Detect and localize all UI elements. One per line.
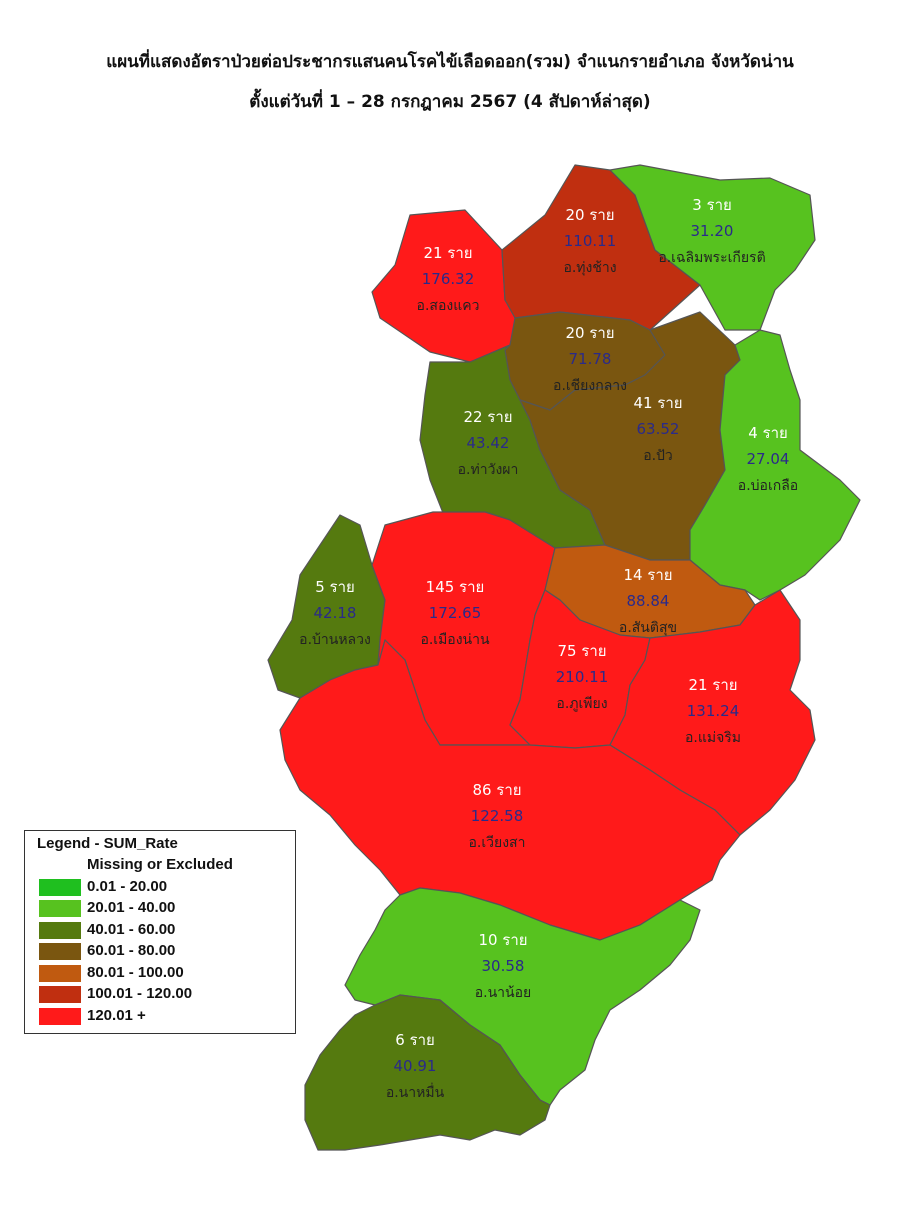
district-case-count: 41 ราย (633, 394, 682, 412)
district-case-count: 86 ราย (472, 781, 521, 799)
district-rate: 210.11 (556, 668, 609, 686)
district-name: อ.บ้านหลวง (299, 632, 371, 648)
district-rate: 172.65 (429, 604, 482, 622)
legend-label: 40.01 - 60.00 (87, 920, 176, 938)
legend-swatch (39, 878, 81, 896)
district-rate: 63.52 (637, 420, 680, 438)
legend-item-80-100: 80.01 - 100.00 (25, 963, 295, 985)
district-name: อ.นาหมื่น (386, 1083, 445, 1101)
district-rate: 40.91 (394, 1057, 437, 1075)
legend-swatch (39, 921, 81, 939)
district-case-count: 5 ราย (315, 578, 355, 596)
district-case-count: 145 ราย (426, 578, 485, 596)
district-na-muen[interactable] (304, 994, 551, 1151)
district-name: อ.เวียงสา (469, 835, 526, 851)
district-name: อ.เฉลิมพระเกียรติ (658, 250, 765, 266)
district-case-count: 21 ราย (688, 676, 737, 694)
legend-label: 100.01 - 120.00 (87, 985, 193, 1002)
district-bo-kluea[interactable] (689, 329, 861, 601)
district-rate: 88.84 (627, 592, 670, 610)
district-name: อ.เมืองน่าน (420, 632, 490, 648)
legend-swatch (39, 900, 81, 917)
district-case-count: 75 ราย (557, 642, 606, 660)
district-rate: 30.58 (482, 957, 525, 975)
district-case-count: 22 ราย (463, 408, 512, 426)
district-name: อ.ปัว (643, 448, 673, 464)
district-name: อ.สองแคว (417, 298, 480, 314)
legend-item-60-80: 60.01 - 80.00 (25, 941, 295, 963)
district-rate: 110.11 (564, 232, 617, 250)
legend-label: Missing or Excluded (87, 856, 233, 873)
legend-swatch (39, 857, 81, 874)
legend-label: 0.01 - 20.00 (87, 877, 168, 895)
district-rate: 71.78 (569, 350, 612, 368)
legend-title: Legend - SUM_Rate (37, 835, 178, 852)
district-rate: 43.42 (467, 434, 510, 452)
district-wiang-sa[interactable] (279, 639, 741, 941)
legend-item-100-120: 100.01 - 120.00 (25, 984, 295, 1006)
district-case-count: 4 ราย (748, 424, 788, 442)
map-title-line-2: ตั้งแต่วันที่ 1 – 28 กรกฎาคม 2567 (4 สัป… (249, 92, 651, 112)
legend-swatch (39, 1007, 81, 1025)
district-name: อ.นาน้อย (475, 985, 531, 1001)
district-case-count: 21 ราย (423, 244, 472, 262)
district-na-noi[interactable] (344, 887, 701, 1106)
district-rate: 122.58 (471, 807, 524, 825)
legend-swatch (39, 943, 81, 960)
district-case-count: 10 ราย (478, 931, 527, 949)
district-name: อ.ทุ่งช้าง (563, 260, 616, 276)
district-name: อ.เชียงกลาง (553, 378, 627, 394)
legend-item-0-20: 0.01 - 20.00 (25, 877, 295, 899)
legend-swatch (39, 986, 81, 1003)
district-rate: 131.24 (687, 702, 740, 720)
district-rate: 176.32 (422, 270, 475, 288)
district-rate: 27.04 (747, 450, 790, 468)
map-title-line-1: แผนที่แสดงอัตราป่วยต่อประชากรแสนคนโรคไข้… (106, 52, 794, 72)
district-name: อ.บ่อเกลือ (738, 478, 798, 494)
district-case-count: 14 ราย (623, 566, 672, 584)
district-name: อ.ภูเพียง (556, 696, 607, 712)
legend-item-missing: Missing or Excluded (25, 855, 295, 877)
district-chaloem-phra-kiat[interactable] (609, 164, 816, 331)
legend-swatch (39, 964, 81, 982)
district-rate: 31.20 (691, 222, 734, 240)
legend-item-40-60: 40.01 - 60.00 (25, 920, 295, 942)
legend-label: 60.01 - 80.00 (87, 942, 176, 959)
legend-label: 20.01 - 40.00 (87, 899, 176, 916)
legend-item-120-plus: 120.01 + (25, 1006, 295, 1028)
district-case-count: 3 ราย (692, 196, 732, 214)
district-mae-charim[interactable] (609, 589, 816, 836)
district-rate: 42.18 (314, 604, 357, 622)
district-name: อ.แม่จริม (685, 730, 741, 746)
district-case-count: 6 ราย (395, 1031, 435, 1049)
district-name: อ.ท่าวังผา (458, 462, 519, 478)
map-legend: Legend - SUM_Rate Missing or Excluded 0.… (24, 830, 296, 1034)
legend-label: 120.01 + (87, 1006, 146, 1024)
legend-label: 80.01 - 100.00 (87, 963, 184, 981)
district-case-count: 20 ราย (565, 206, 614, 224)
district-name: อ.สันติสุข (619, 620, 677, 636)
district-case-count: 20 ราย (565, 324, 614, 342)
legend-item-20-40: 20.01 - 40.00 (25, 898, 295, 920)
